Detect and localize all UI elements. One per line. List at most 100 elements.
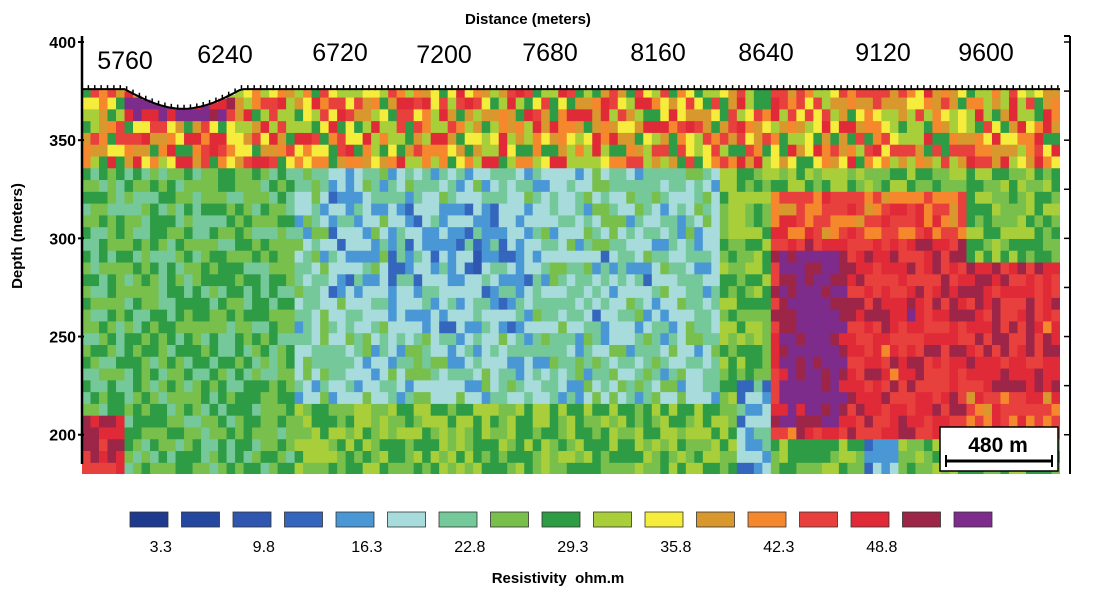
resistivity-cell — [864, 167, 874, 181]
resistivity-cell — [90, 108, 100, 122]
resistivity-cell — [1042, 261, 1053, 275]
resistivity-cell — [1000, 179, 1010, 192]
resistivity-cell — [524, 155, 534, 169]
resistivity-cell — [1008, 309, 1019, 322]
resistivity-cell — [728, 356, 738, 369]
resistivity-cell — [1034, 379, 1044, 393]
resistivity-cell — [966, 144, 976, 157]
resistivity-cell — [439, 297, 449, 310]
resistivity-cell — [141, 120, 151, 133]
resistivity-cell — [218, 191, 228, 204]
resistivity-cell — [277, 144, 287, 157]
resistivity-cell — [558, 89, 568, 98]
resistivity-cell — [745, 332, 755, 345]
resistivity-cell — [830, 297, 840, 310]
resistivity-cell — [719, 309, 729, 322]
resistivity-cell — [515, 120, 525, 133]
resistivity-cell — [269, 179, 279, 192]
resistivity-cell — [456, 426, 466, 440]
resistivity-cell — [422, 214, 432, 228]
resistivity-cell — [532, 238, 542, 251]
resistivity-cell — [643, 285, 653, 298]
resistivity-cell — [668, 155, 678, 169]
resistivity-cell — [235, 297, 245, 310]
resistivity-cell — [872, 403, 882, 416]
resistivity-cell — [167, 144, 177, 157]
resistivity-cell — [864, 367, 874, 381]
resistivity-cell — [685, 297, 695, 310]
resistivity-cell — [915, 261, 925, 275]
resistivity-cell — [1000, 89, 1010, 98]
resistivity-cell — [235, 144, 245, 157]
resistivity-cell — [923, 415, 934, 428]
resistivity-cell — [252, 96, 262, 110]
resistivity-cell — [252, 426, 262, 440]
resistivity-cell — [847, 132, 857, 145]
resistivity-cell — [745, 226, 755, 239]
resistivity-cell — [600, 108, 610, 122]
resistivity-cell — [515, 320, 525, 334]
resistivity-cell — [923, 89, 934, 98]
resistivity-cell — [813, 132, 823, 145]
resistivity-cell — [592, 332, 602, 345]
resistivity-cell — [651, 155, 661, 169]
resistivity-cell — [447, 462, 457, 474]
resistivity-cell — [983, 309, 993, 322]
resistivity-cell — [804, 450, 814, 463]
resistivity-cell — [167, 132, 177, 145]
resistivity-cell — [226, 120, 236, 133]
resistivity-cell — [966, 120, 976, 133]
resistivity-cell — [107, 438, 117, 452]
resistivity-cell — [787, 450, 797, 463]
resistivity-cell — [490, 462, 500, 474]
resistivity-cell — [915, 403, 925, 416]
resistivity-cell — [226, 332, 236, 345]
resistivity-cell — [626, 403, 636, 416]
resistivity-cell — [90, 96, 100, 110]
resistivity-cell — [464, 356, 474, 369]
resistivity-cell — [668, 144, 678, 157]
resistivity-cell — [490, 132, 500, 145]
resistivity-cell — [821, 438, 831, 452]
resistivity-cell — [515, 155, 525, 169]
resistivity-cell — [855, 309, 865, 322]
resistivity-cell — [218, 415, 228, 428]
resistivity-cell — [286, 450, 296, 463]
resistivity-cell — [269, 332, 279, 345]
resistivity-cell — [379, 144, 389, 157]
resistivity-cell — [889, 155, 900, 169]
resistivity-cell — [141, 214, 151, 228]
resistivity-cell — [745, 391, 755, 404]
resistivity-cell — [447, 415, 457, 428]
resistivity-cell — [872, 250, 882, 263]
resistivity-cell — [881, 462, 891, 474]
resistivity-cell — [983, 108, 993, 122]
resistivity-cell — [923, 426, 934, 440]
resistivity-cell — [1051, 356, 1060, 369]
resistivity-cell — [396, 403, 406, 416]
resistivity-cell — [507, 261, 517, 275]
resistivity-cell — [685, 120, 695, 133]
resistivity-cell — [379, 261, 389, 275]
resistivity-cell — [337, 332, 347, 345]
resistivity-cell — [1017, 415, 1027, 428]
resistivity-cell — [719, 167, 729, 181]
resistivity-cell — [354, 403, 364, 416]
resistivity-cell — [175, 391, 185, 404]
resistivity-cell — [847, 403, 857, 416]
resistivity-cell — [473, 415, 483, 428]
resistivity-cell — [260, 320, 270, 334]
resistivity-cell — [711, 238, 721, 251]
resistivity-cell — [728, 391, 738, 404]
resistivity-cell — [634, 367, 644, 381]
resistivity-cell — [209, 438, 219, 452]
resistivity-cell — [337, 179, 347, 192]
resistivity-cell — [490, 391, 500, 404]
resistivity-cell — [507, 179, 517, 192]
resistivity-cell — [821, 96, 831, 110]
resistivity-cell — [532, 226, 542, 239]
resistivity-cell — [99, 144, 109, 157]
resistivity-cell — [906, 415, 917, 428]
resistivity-cell — [566, 462, 576, 474]
resistivity-cell — [549, 438, 559, 452]
